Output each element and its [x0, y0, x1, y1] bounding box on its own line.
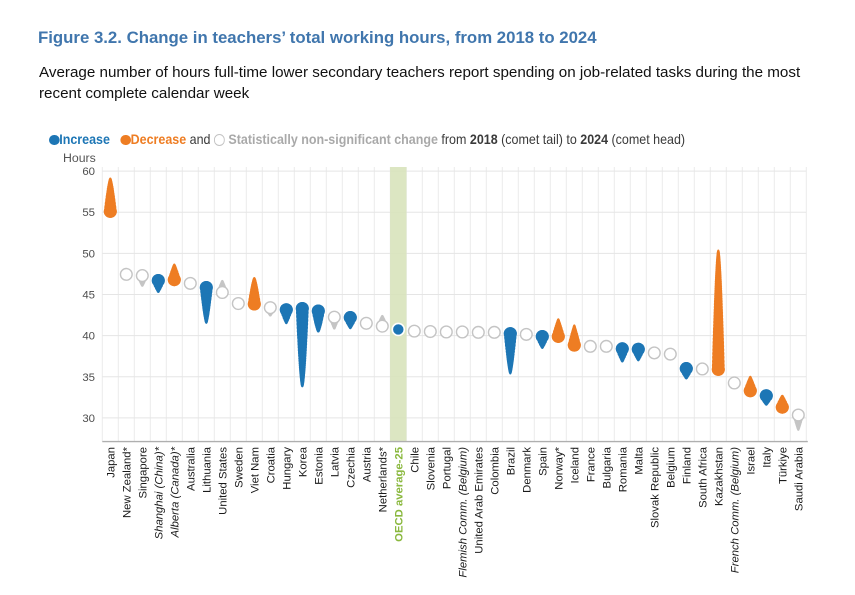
svg-text:Portugal: Portugal [441, 447, 453, 489]
svg-text:Flemish Comm. (Belgium): Flemish Comm. (Belgium) [457, 447, 469, 578]
svg-text:Australia: Australia [185, 446, 197, 491]
svg-text:Latvia: Latvia [329, 446, 341, 477]
svg-text:South Africa: South Africa [697, 446, 709, 508]
svg-text:Slovak Republic: Slovak Republic [649, 447, 661, 528]
svg-text:Alberta (Canada)*: Alberta (Canada)* [169, 446, 181, 538]
svg-text:55: 55 [82, 207, 95, 219]
svg-text:Italy: Italy [761, 447, 773, 468]
svg-text:Slovenia: Slovenia [425, 446, 437, 490]
svg-text:Türkiye: Türkiye [777, 447, 789, 484]
svg-text:Belgium: Belgium [665, 447, 677, 488]
svg-text:Israel: Israel [745, 447, 757, 475]
svg-text:Iceland: Iceland [569, 447, 581, 483]
svg-text:New Zealand*: New Zealand* [121, 446, 133, 518]
svg-text:Brazil: Brazil [505, 447, 517, 475]
svg-text:OECD average-25: OECD average-25 [393, 447, 405, 542]
svg-text:Netherlands*: Netherlands* [377, 446, 389, 512]
svg-text:Singapore: Singapore [137, 447, 149, 499]
svg-text:United Arab Emirates: United Arab Emirates [473, 447, 485, 554]
svg-text:Spain: Spain [537, 447, 549, 476]
svg-text:Lithuania: Lithuania [201, 446, 213, 493]
svg-text:Japan: Japan [105, 447, 117, 478]
svg-text:Shanghai (China)*: Shanghai (China)* [153, 446, 165, 539]
svg-text:French Comm. (Belgium): French Comm. (Belgium) [729, 447, 741, 573]
svg-text:Finland: Finland [681, 447, 693, 484]
svg-text:Korea: Korea [297, 446, 309, 477]
svg-text:Romania: Romania [617, 446, 629, 492]
svg-text:Norway*: Norway* [553, 446, 565, 489]
svg-text:France: France [585, 447, 597, 482]
svg-text:Kazakhstan: Kazakhstan [713, 447, 725, 506]
svg-text:60: 60 [82, 166, 95, 178]
svg-text:Bulgaria: Bulgaria [601, 446, 613, 488]
svg-text:50: 50 [82, 248, 95, 260]
svg-text:Hours: Hours [63, 151, 96, 165]
svg-text:Croatia: Croatia [265, 446, 277, 483]
svg-text:Malta: Malta [633, 446, 645, 474]
svg-text:Austria: Austria [361, 446, 373, 482]
svg-text:Hungary: Hungary [281, 447, 293, 490]
svg-text:45: 45 [82, 290, 95, 302]
svg-text:30: 30 [82, 413, 95, 425]
svg-text:Chile: Chile [409, 447, 421, 473]
svg-text:Estonia: Estonia [313, 446, 325, 484]
svg-text:40: 40 [82, 331, 95, 343]
svg-text:United States: United States [217, 447, 229, 515]
svg-text:Viet Nam: Viet Nam [249, 447, 261, 493]
svg-text:Colombia: Colombia [489, 446, 501, 494]
svg-text:35: 35 [82, 372, 95, 384]
svg-text:Czechia: Czechia [345, 446, 357, 488]
svg-text:Saudi Arabia: Saudi Arabia [793, 446, 805, 511]
svg-text:Denmark: Denmark [521, 447, 533, 493]
svg-text:Sweden: Sweden [233, 447, 245, 488]
